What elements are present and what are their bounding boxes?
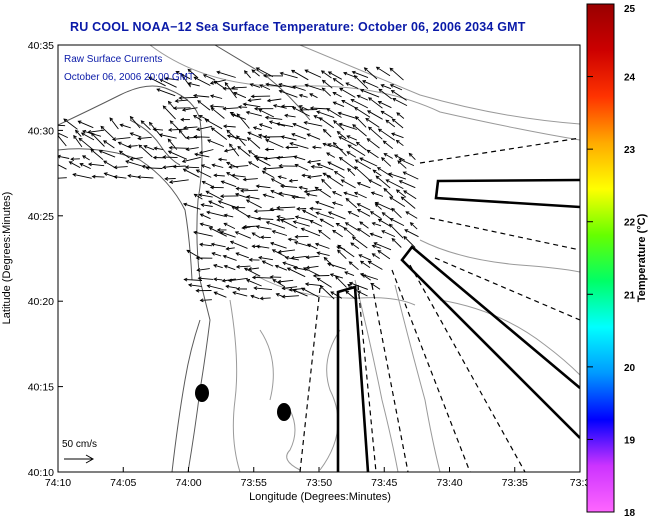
x-tick-label: 73:50 xyxy=(306,477,332,489)
colorbar-label: Temperature (°C) xyxy=(636,213,648,302)
colorbar-tick-label: 24 xyxy=(624,73,636,84)
plot-area xyxy=(58,45,580,472)
current-vector xyxy=(163,157,178,158)
x-tick-label: 73:55 xyxy=(241,477,267,489)
current-vector-head xyxy=(53,177,56,180)
colorbar-tick-label: 18 xyxy=(624,508,636,518)
current-vector xyxy=(194,137,209,138)
x-tick-label: 74:00 xyxy=(175,477,201,489)
colorbar-tick-label: 22 xyxy=(624,218,636,229)
y-tick-label: 40:30 xyxy=(28,125,54,137)
x-tick-label: 73:45 xyxy=(371,477,397,489)
colorbar-tick-label: 21 xyxy=(624,290,636,301)
y-tick-label: 40:25 xyxy=(28,211,54,223)
x-axis-label: Longitude (Degrees:Minutes) xyxy=(249,491,391,503)
x-tick-label: 74:05 xyxy=(110,477,136,489)
x-tick-label: 73:40 xyxy=(436,477,462,489)
y-tick-label: 40:10 xyxy=(28,467,54,479)
legend-line-1: Raw Surface Currents xyxy=(64,54,162,65)
y-axis-label: Latitude (Degrees:Minutes) xyxy=(1,192,13,325)
colorbar-tick-label: 20 xyxy=(624,363,636,374)
y-tick-label: 40:20 xyxy=(28,296,54,308)
buoy-marker xyxy=(277,403,291,421)
x-tick-label: 73:35 xyxy=(502,477,528,489)
current-vector xyxy=(224,89,238,90)
current-vector-head xyxy=(50,160,53,163)
colorbar-tick-label: 23 xyxy=(624,145,636,156)
colorbar xyxy=(587,4,614,512)
scale-label: 50 cm/s xyxy=(62,439,97,450)
colorbar-tick-label: 19 xyxy=(624,435,636,446)
map-title: RU COOL NOAA−12 Sea Surface Temperature:… xyxy=(70,20,526,34)
current-vector xyxy=(93,177,105,178)
legend-line-2: October 06, 2006 20:00 GMT xyxy=(64,72,194,83)
buoy-marker xyxy=(195,384,209,402)
current-vector xyxy=(186,167,199,168)
colorbar-tick-label: 25 xyxy=(624,4,636,15)
y-tick-label: 40:35 xyxy=(28,40,54,52)
y-tick-label: 40:15 xyxy=(28,382,54,394)
current-vector xyxy=(170,148,188,149)
